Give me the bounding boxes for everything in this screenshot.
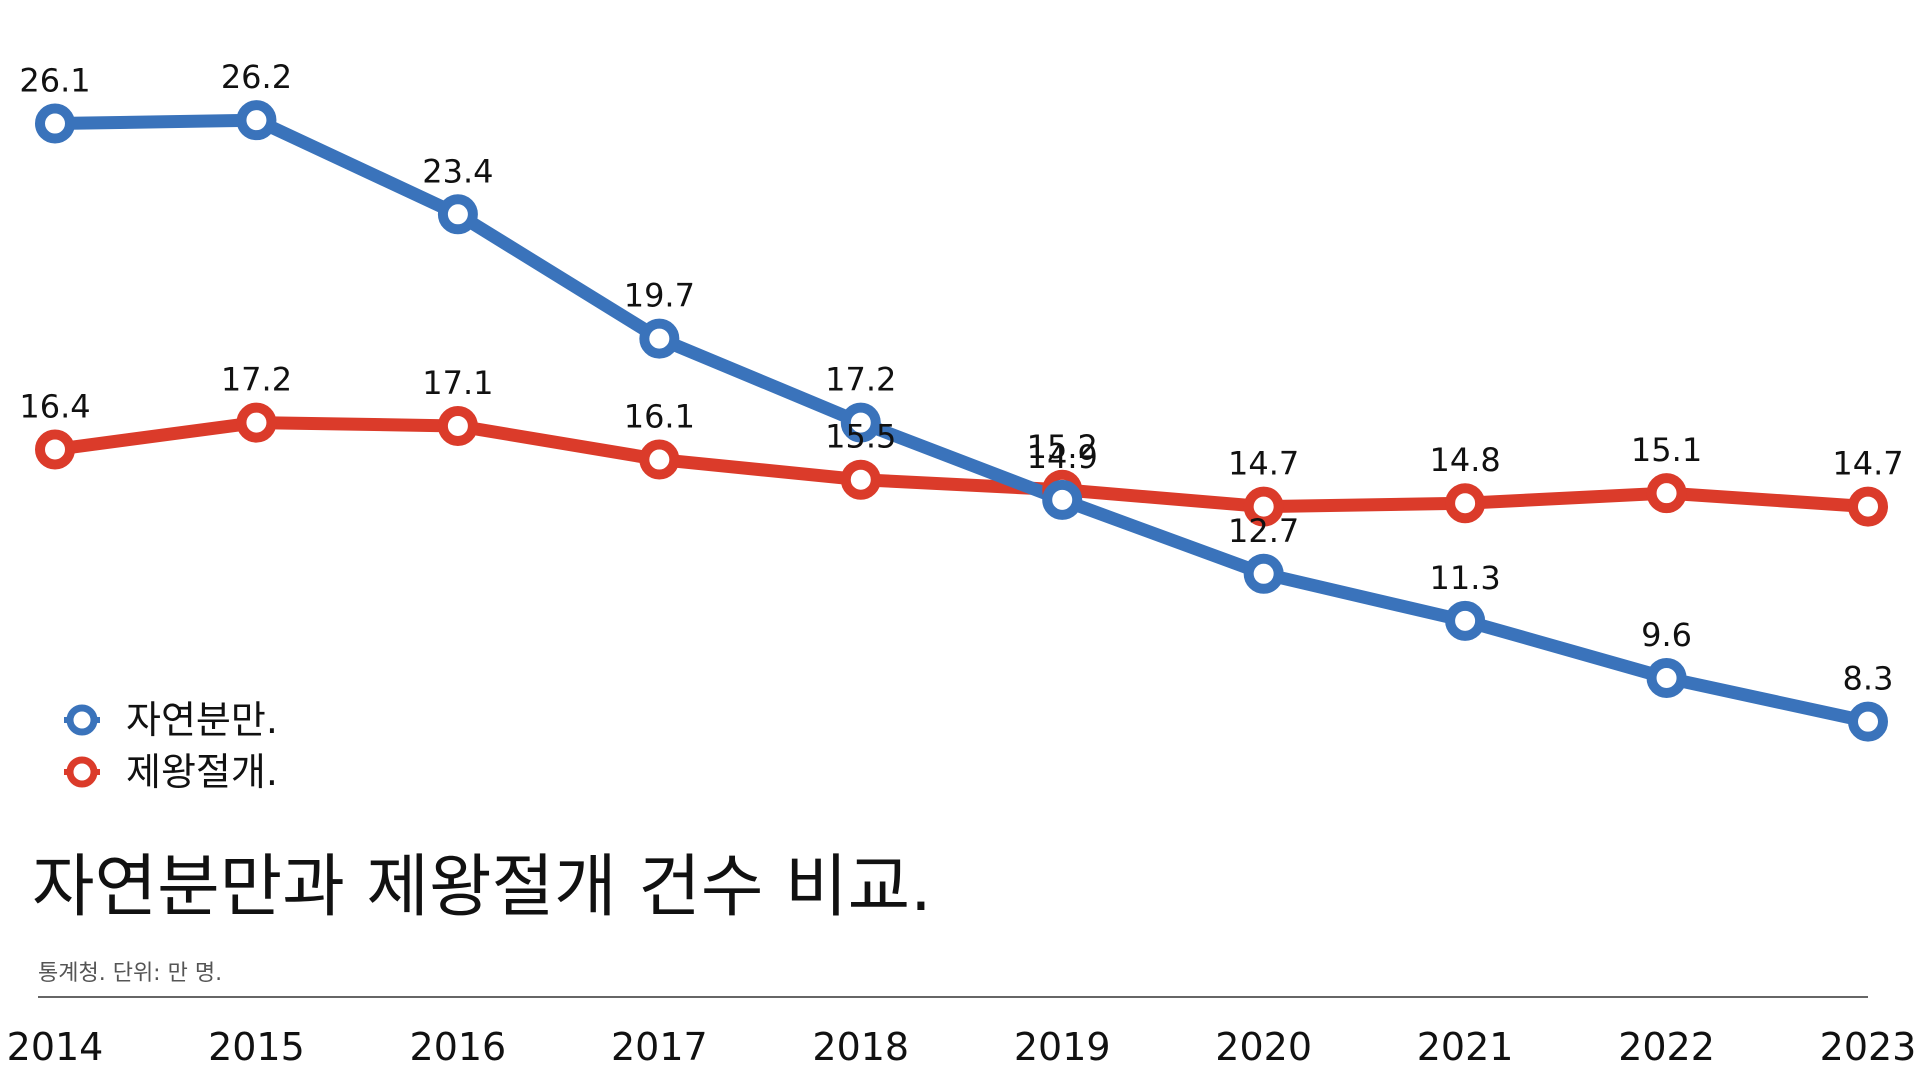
x-axis-ticks: 2014 2015 2016 2017 2018 2019 2020 2021 2022 2023 <box>7 1025 1917 1069</box>
value-label-cesarean: 15.1 <box>1631 431 1702 469</box>
data-point-natural <box>840 402 881 443</box>
chart-title: 자연분만과 제왕절개 건수 비교. <box>32 848 932 927</box>
data-point-natural <box>639 318 680 359</box>
value-label-cesarean: 16.4 <box>19 387 90 425</box>
data-point-natural <box>236 100 277 141</box>
value-label-cesarean: 15.5 <box>825 418 896 456</box>
legend-label-cesarean: 제왕절개. <box>126 750 278 794</box>
legend-item-natural: 자연분만. <box>64 698 278 742</box>
data-point-cesarean <box>1243 486 1284 527</box>
x-tick-label: 2021 <box>1417 1025 1514 1069</box>
x-tick-label: 2020 <box>1215 1025 1312 1069</box>
x-tick-label: 2017 <box>611 1025 708 1069</box>
x-tick-label: 2016 <box>410 1025 507 1069</box>
x-tick-label: 2015 <box>208 1025 305 1069</box>
value-label-cesarean: 16.1 <box>624 398 695 436</box>
data-point-cesarean <box>35 429 75 470</box>
data-point-natural <box>1848 701 1888 742</box>
value-label-natural: 26.2 <box>221 58 292 96</box>
value-label-cesarean: 15.2 <box>1027 428 1098 466</box>
data-point-natural <box>1243 553 1284 594</box>
legend-item-cesarean: 제왕절개. <box>64 750 278 794</box>
value-label-cesarean: 14.8 <box>1429 441 1500 479</box>
data-point-cesarean <box>1848 486 1888 527</box>
x-tick-label: 2018 <box>812 1025 909 1069</box>
data-point-natural <box>1445 600 1486 641</box>
value-label-natural: 19.7 <box>624 277 695 315</box>
value-label-cesarean: 17.2 <box>221 361 292 399</box>
value-label-natural: 23.4 <box>422 152 493 190</box>
value-label-natural: 14.9 <box>1027 438 1098 476</box>
value-label-cesarean: 14.7 <box>1228 445 1299 483</box>
series-line-natural <box>48 113 1875 729</box>
x-tick-label: 2023 <box>1820 1025 1917 1069</box>
legend-marker-natural <box>66 704 98 736</box>
series-layer <box>35 100 1888 742</box>
data-point-cesarean <box>1646 473 1687 514</box>
value-label-natural: 26.1 <box>19 62 90 100</box>
data-point-natural <box>437 194 478 235</box>
value-label-natural: 9.6 <box>1641 616 1692 654</box>
data-point-cesarean <box>236 402 277 443</box>
chart-source: 통계청. 단위: 만 명. <box>38 961 222 986</box>
data-point-cesarean <box>840 459 881 500</box>
value-label-natural: 12.7 <box>1228 512 1299 550</box>
value-label-cesarean: 17.1 <box>422 364 493 402</box>
legend: 자연분만. 제왕절개. <box>64 698 278 794</box>
data-point-cesarean <box>639 439 680 480</box>
series-line-cesarean <box>48 416 1875 514</box>
data-point-natural <box>1042 479 1083 520</box>
x-tick-label: 2019 <box>1014 1025 1111 1069</box>
legend-marker-cesarean <box>66 756 98 788</box>
legend-label-natural: 자연분만. <box>126 698 278 742</box>
data-point-natural <box>1646 657 1687 698</box>
value-label-natural: 17.2 <box>825 361 896 399</box>
data-point-cesarean <box>1445 483 1486 524</box>
x-tick-label: 2022 <box>1618 1025 1715 1069</box>
value-label-natural: 11.3 <box>1429 559 1500 597</box>
value-label-cesarean: 14.7 <box>1832 445 1903 483</box>
x-tick-label: 2014 <box>7 1025 104 1069</box>
data-point-natural <box>35 103 75 144</box>
value-labels-layer: 26.1 26.2 23.4 19.7 17.2 14.9 12.7 11.3 9.6 8.3 16… <box>19 58 1903 697</box>
data-point-cesarean <box>437 405 478 446</box>
value-label-natural: 8.3 <box>1843 660 1894 698</box>
